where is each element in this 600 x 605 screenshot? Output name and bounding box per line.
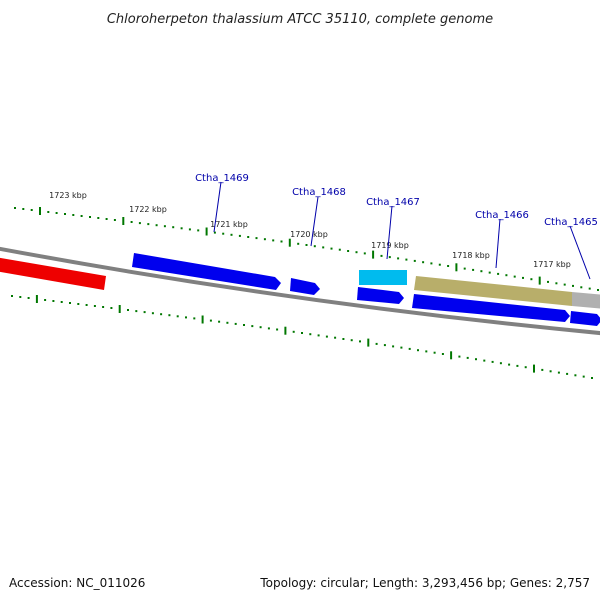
- kbp-label: 1721 kbp: [210, 220, 248, 229]
- feature-rna-ctha-1467[interactable]: [359, 270, 407, 285]
- gene-labels: Ctha_1469 Ctha_1468 Ctha_1467 Ctha_1466 …: [195, 173, 598, 228]
- inner-ruler: [11, 295, 593, 379]
- feature-track[interactable]: [0, 253, 600, 326]
- gene-label-ctha-1468[interactable]: Ctha_1468: [292, 187, 346, 198]
- kbp-label: 1718 kbp: [452, 251, 490, 260]
- kbp-label: 1717 kbp: [533, 260, 571, 269]
- outer-ruler: [14, 207, 599, 291]
- gene-label-ctha-1466[interactable]: Ctha_1466: [475, 210, 529, 221]
- feature-red[interactable]: [0, 257, 106, 290]
- gene-label-leaders: [213, 181, 591, 280]
- gene-arrow-reverse-1[interactable]: [357, 287, 404, 304]
- feature-olive[interactable]: [414, 276, 572, 306]
- kbp-label: 1719 kbp: [371, 241, 409, 250]
- feature-gray[interactable]: [572, 292, 600, 309]
- genome-summary: Topology: circular; Length: 3,293,456 bp…: [260, 576, 590, 590]
- gene-arrow-reverse-3[interactable]: [570, 311, 600, 326]
- accession-label: Accession: NC_011026: [9, 576, 146, 590]
- genome-backbone: [0, 246, 600, 336]
- kbp-labels: 1723 kbp 1722 kbp 1721 kbp 1720 kbp 1719 kbp…: [49, 191, 571, 269]
- kbp-label: 1723 kbp: [49, 191, 87, 200]
- gene-arrow-ctha-1468[interactable]: [290, 278, 320, 295]
- gene-arrow-ctha-1469[interactable]: [132, 253, 281, 290]
- kbp-label: 1722 kbp: [129, 205, 167, 214]
- gene-label-ctha-1467[interactable]: Ctha_1467: [366, 197, 420, 208]
- gene-label-ctha-1465[interactable]: Ctha_1465: [544, 217, 598, 228]
- gene-arrow-reverse-2[interactable]: [412, 294, 570, 322]
- gene-label-ctha-1469[interactable]: Ctha_1469: [195, 173, 249, 184]
- genome-title: Chloroherpeton thalassium ATCC 35110, co…: [107, 12, 493, 27]
- kbp-label: 1720 kbp: [290, 230, 328, 239]
